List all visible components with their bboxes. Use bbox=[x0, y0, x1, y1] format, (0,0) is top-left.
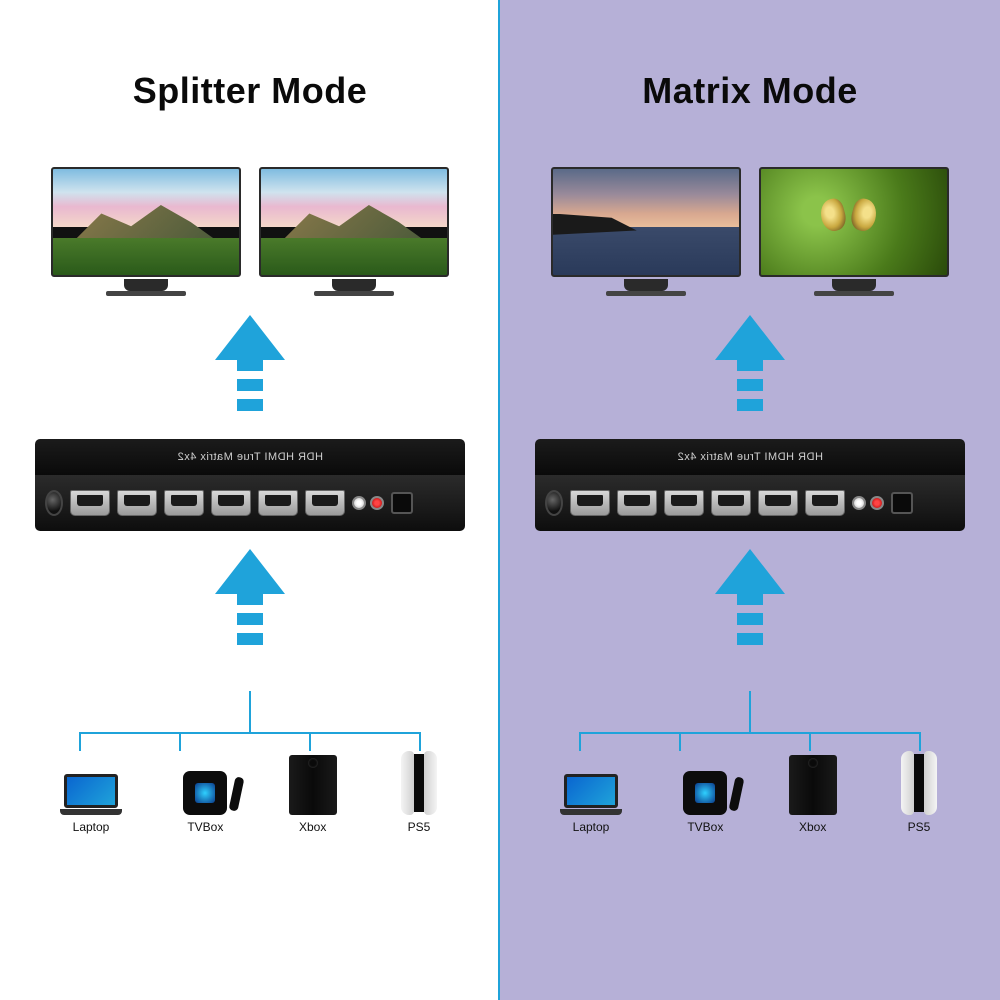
port-dc-left bbox=[45, 490, 63, 516]
laptop-icon bbox=[560, 774, 622, 815]
fan-lines-left bbox=[60, 691, 440, 751]
hdmi-matrix-device-left: HDR HDMI True Matrix 4x2 bbox=[35, 439, 465, 531]
src-laptop-left: Laptop bbox=[60, 774, 122, 834]
arrow-up-right-bottom bbox=[715, 549, 785, 659]
tvbox-icon bbox=[683, 771, 727, 815]
port-dc-right bbox=[545, 490, 563, 516]
source-fan-left: Laptop TVBox Xbox PS5 bbox=[60, 691, 440, 834]
port-hdmi-right-6 bbox=[805, 490, 845, 516]
device-title: HDR HDMI True Matrix 4x2 bbox=[177, 451, 323, 463]
src-tvbox-left: TVBox bbox=[183, 771, 227, 834]
laptop-icon bbox=[60, 774, 122, 815]
panel-matrix: Matrix Mode HDR HDMI True Matrix 4x2 bbox=[500, 0, 1000, 1000]
tv-row-left bbox=[51, 167, 449, 297]
src-ps5-right: PS5 bbox=[898, 751, 940, 834]
tv-left-2 bbox=[259, 167, 449, 297]
device-title: HDR HDMI True Matrix 4x2 bbox=[677, 451, 823, 463]
arrow-up-left-top bbox=[215, 315, 285, 425]
port-hdmi-right-3 bbox=[664, 490, 704, 516]
tv-row-right bbox=[551, 167, 949, 297]
ps5-icon bbox=[398, 751, 440, 815]
port-hdmi-left-2 bbox=[117, 490, 157, 516]
tvbox-icon bbox=[183, 771, 227, 815]
port-hdmi-left-4 bbox=[211, 490, 251, 516]
port-hdmi-left-1 bbox=[70, 490, 110, 516]
src-tvbox-right: TVBox bbox=[683, 771, 727, 834]
port-hdmi-left-3 bbox=[164, 490, 204, 516]
port-optical-left bbox=[391, 492, 413, 514]
port-optical-right bbox=[891, 492, 913, 514]
src-xbox-left: Xbox bbox=[289, 755, 337, 834]
tv-left-1 bbox=[51, 167, 241, 297]
port-hdmi-right-5 bbox=[758, 490, 798, 516]
src-ps5-left: PS5 bbox=[398, 751, 440, 834]
port-rca-left bbox=[352, 496, 384, 510]
port-hdmi-right-2 bbox=[617, 490, 657, 516]
arrow-up-right-top bbox=[715, 315, 785, 425]
port-rca-right bbox=[852, 496, 884, 510]
src-laptop-right: Laptop bbox=[560, 774, 622, 834]
src-xbox-right: Xbox bbox=[789, 755, 837, 834]
port-hdmi-left-5 bbox=[258, 490, 298, 516]
port-hdmi-right-4 bbox=[711, 490, 751, 516]
hdmi-matrix-device-right: HDR HDMI True Matrix 4x2 bbox=[535, 439, 965, 531]
tv-right-1 bbox=[551, 167, 741, 297]
ps5-icon bbox=[898, 751, 940, 815]
tv-right-2 bbox=[759, 167, 949, 297]
source-fan-right: Laptop TVBox Xbox PS5 bbox=[560, 691, 940, 834]
arrow-up-left-bottom bbox=[215, 549, 285, 659]
port-hdmi-right-1 bbox=[570, 490, 610, 516]
xbox-icon bbox=[789, 755, 837, 815]
title-splitter: Splitter Mode bbox=[133, 70, 368, 112]
xbox-icon bbox=[289, 755, 337, 815]
panel-splitter: Splitter Mode HDR HDMI True Matrix 4x2 bbox=[0, 0, 500, 1000]
fan-lines-right bbox=[560, 691, 940, 751]
title-matrix: Matrix Mode bbox=[642, 70, 858, 112]
port-hdmi-left-6 bbox=[305, 490, 345, 516]
